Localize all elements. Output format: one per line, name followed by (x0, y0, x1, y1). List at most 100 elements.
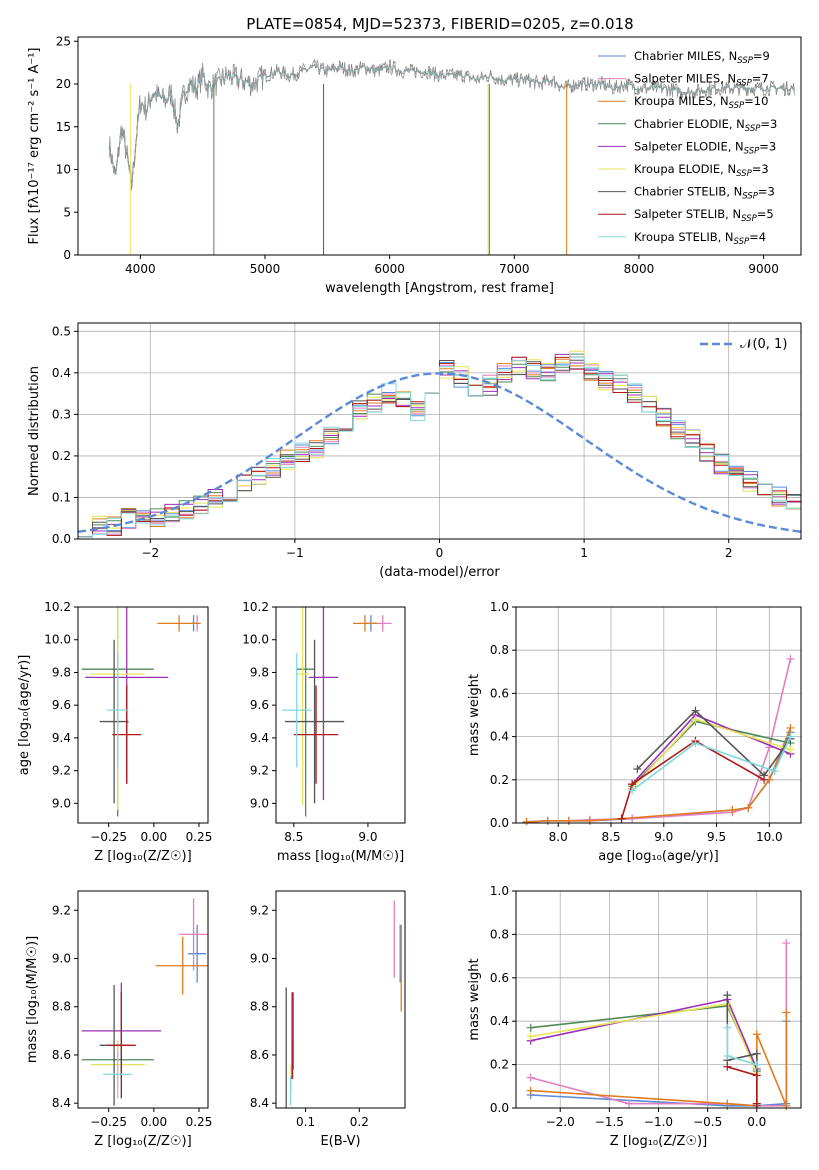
x-tick-label: −1.0 (644, 1115, 673, 1129)
x-axis-label: age [log₁₀(age/yr)] (598, 849, 719, 864)
spectrum-title: PLATE=0854, MJD=52373, FIBERID=0205, z=0… (246, 15, 633, 33)
y-tick-label: 20 (56, 77, 71, 91)
x-axis-label: E(B-V) (320, 1134, 360, 1149)
y-tick-label: 0.0 (490, 1101, 509, 1115)
y-tick-label: 0.3 (52, 407, 71, 421)
x-tick-label: −1.5 (595, 1115, 624, 1129)
y-tick-label: 8.6 (250, 1048, 269, 1062)
weight-point-marker (526, 1023, 535, 1032)
y-tick-label: 10.2 (242, 600, 269, 614)
weight-vs-Z-panel: −2.0 −1.5 −1.0 −0.5 0.0 0.0 0.2 0.4 0.6 0.8 1.0 Z [… (467, 884, 802, 1149)
y-axis-label: Flux [fλ10⁻¹⁷ erg cm⁻² s⁻¹ A⁻¹] (27, 48, 42, 245)
x-tick-label: −0.25 (90, 1115, 127, 1129)
histograms (78, 350, 801, 538)
y-axis-label: mass [log₁₀(M/M☉)] (25, 936, 40, 1063)
weight-point-marker (526, 1032, 535, 1041)
x-tick-label: 8.5 (284, 830, 303, 844)
y-axis-label: Normed distribution (27, 366, 42, 496)
y-tick-label: 8.4 (52, 1096, 71, 1110)
x-tick-label: 8000 (624, 262, 655, 276)
weight-point-marker (691, 715, 700, 724)
legend-entry: Salpeter ELODIE, NSSP=3 (634, 139, 776, 156)
residual-histogram-step (78, 356, 801, 538)
model-spectrum-line (108, 63, 795, 188)
legend-entry: Salpeter MILES, NSSP=7 (634, 72, 769, 89)
weight-point-marker (752, 1049, 761, 1058)
legend-entry: Salpeter STELIB, NSSP=5 (634, 207, 774, 224)
weight-point-marker (782, 1101, 791, 1110)
y-tick-label: 9.2 (52, 903, 71, 917)
x-tick-label: −1 (286, 546, 304, 560)
y-tick-label: 1.0 (490, 884, 509, 898)
weight-series-line (530, 1002, 758, 1074)
x-tick-label: 9.0 (654, 830, 673, 844)
y-tick-label: 8.8 (52, 1000, 71, 1014)
y-axis-label: mass weight (467, 958, 482, 1040)
y-tick-label: 10.0 (242, 633, 269, 647)
x-tick-label: 10.0 (756, 830, 783, 844)
x-tick-label: 8.5 (601, 830, 620, 844)
weight-point-marker (782, 939, 791, 948)
weight-lines (526, 939, 791, 1110)
axes-frame (77, 36, 802, 256)
legend-entry: Kroupa MILES, NSSP=10 (634, 94, 768, 111)
y-tick-label: 8.4 (250, 1096, 269, 1110)
residual-histogram-step (78, 353, 801, 538)
axes-frame (515, 890, 802, 1109)
weight-point-marker (564, 816, 573, 825)
weight-point-marker (723, 1099, 732, 1108)
weight-point-marker (723, 1023, 732, 1032)
weight-series-line (727, 1066, 758, 1104)
legend-entry: 𝒩(0, 1) (740, 337, 787, 352)
y-tick-label: 8.6 (52, 1048, 71, 1062)
weight-point-marker (691, 706, 700, 715)
y-tick-label: 1.0 (490, 600, 509, 614)
y-tick-label: 9.4 (250, 731, 269, 745)
weight-point-marker (786, 723, 795, 732)
axes-frame (275, 890, 406, 1109)
axes-frame (515, 606, 802, 824)
weight-point-marker (786, 745, 795, 754)
x-tick-label: 5000 (250, 262, 281, 276)
weight-point-marker (782, 1008, 791, 1017)
y-tick-label: 0 (63, 248, 71, 262)
x-tick-label: 0.0 (747, 1115, 766, 1129)
weight-point-marker (633, 765, 642, 773)
mass-vs-EBV-panel: 0.1 0.2 8.4 8.6 8.8 9.0 9.2 E(B-V) (250, 890, 406, 1149)
axes-frame (77, 322, 802, 540)
legend-entry: Chabrier MILES, NSSP=9 (634, 49, 770, 66)
weight-point-marker (628, 786, 637, 795)
weight-point-marker (752, 1099, 761, 1108)
spectrum-panel: 4000 5000 6000 7000 8000 9000 0 5 10 15 20 25 wavele… (27, 34, 802, 296)
weight-series-line (530, 1005, 758, 1072)
weight-series-line (631, 736, 792, 792)
residuals-panel: −2 −1 0 1 2 0.0 0.1 0.2 0.3 0.4 0.5 (data-model)/er… (27, 322, 802, 580)
y-tick-label: 0.4 (52, 366, 71, 380)
weight-point-marker (543, 816, 552, 825)
weight-vs-age-panel: 8.0 8.5 9.0 9.5 10.0 0.0 0.2 0.4 0.6 0.8 1.0 age [l… (467, 600, 802, 864)
y-tick-label: 10.2 (44, 600, 71, 614)
weight-point-marker (526, 1073, 535, 1082)
gaussian-curve (78, 372, 801, 533)
x-axis-label: Z [log₁₀(Z/Z☉)] (94, 1134, 191, 1149)
age-vs-mass-panel: 8.5 9.0 9.0 9.2 9.4 9.6 9.8 10.0 10.2 mass [log₁₀… (242, 600, 406, 864)
y-tick-label: 0.1 (52, 490, 71, 504)
axes-frame (275, 606, 406, 824)
residual-histogram-step (78, 362, 801, 538)
x-tick-label: 2 (725, 546, 733, 560)
x-tick-label: 0.25 (186, 830, 213, 844)
y-tick-label: 5 (63, 205, 71, 219)
x-tick-label: 0 (436, 546, 444, 560)
x-axis-label: Z [log₁₀(Z/Z☉)] (94, 849, 191, 864)
y-axis-label: mass weight (467, 674, 482, 756)
y-tick-label: 0.2 (490, 773, 509, 787)
x-tick-label: 4000 (125, 262, 156, 276)
weight-series-line (526, 658, 792, 823)
x-tick-label: 0.00 (140, 830, 167, 844)
x-tick-label: 6000 (374, 262, 405, 276)
legend-entry: Kroupa STELIB, NSSP=4 (634, 230, 766, 247)
weight-point-marker (770, 767, 779, 776)
age-vs-Z-panel: −0.25 0.00 0.25 9.0 9.2 9.4 9.6 9.8 10.0 10.2 Z [l… (17, 600, 213, 864)
y-tick-label: 9.0 (250, 952, 269, 966)
